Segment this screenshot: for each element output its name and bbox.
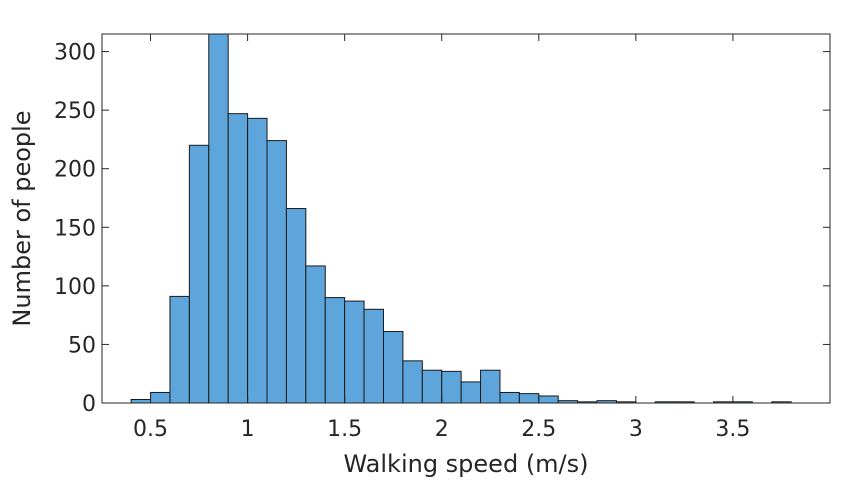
histogram-bar bbox=[460, 381, 482, 404]
y-tick-label: 200 bbox=[54, 158, 96, 183]
x-tick-label: 1 bbox=[241, 417, 255, 442]
histogram-bar bbox=[266, 140, 287, 404]
histogram-bar bbox=[305, 265, 326, 404]
histogram-bar bbox=[188, 144, 210, 404]
histogram-bar bbox=[421, 369, 443, 404]
y-tick-label: 50 bbox=[68, 333, 96, 358]
y-tick-label: 0 bbox=[82, 392, 96, 417]
histogram-bar bbox=[150, 391, 171, 404]
histogram-bar bbox=[538, 395, 559, 404]
histogram-bar bbox=[363, 308, 384, 404]
histogram-bars bbox=[130, 33, 792, 404]
x-axis-ticks: 0.5 1 1.5 2 2.5 3 3.5 bbox=[133, 34, 750, 442]
x-tick-label: 1.5 bbox=[327, 417, 362, 442]
x-tick-label: 3.5 bbox=[715, 417, 750, 442]
histogram-bar bbox=[130, 398, 152, 404]
y-tick-label: 250 bbox=[54, 99, 96, 124]
x-tick-label: 0.5 bbox=[133, 417, 168, 442]
x-axis-label: Walking speed (m/s) bbox=[343, 450, 588, 478]
histogram-bar bbox=[324, 297, 346, 404]
plot-area-frame bbox=[101, 33, 831, 404]
histogram-bar bbox=[480, 369, 501, 404]
x-tick-label: 3 bbox=[629, 417, 643, 442]
histogram-bar bbox=[518, 393, 540, 404]
y-axis-label: Number of people bbox=[8, 110, 36, 326]
histogram-bar bbox=[402, 360, 423, 404]
y-tick-label: 100 bbox=[54, 275, 96, 300]
histogram-bar bbox=[208, 33, 229, 404]
histogram-bar bbox=[285, 208, 307, 404]
histogram-bar bbox=[247, 117, 268, 404]
y-tick-label: 150 bbox=[54, 216, 96, 241]
y-axis-ticks: 0 50 100 150 200 250 300 bbox=[54, 41, 830, 417]
histogram-bar bbox=[169, 295, 190, 404]
histogram-bar bbox=[344, 300, 365, 404]
y-tick-label: 300 bbox=[54, 41, 96, 66]
histogram-bar bbox=[441, 370, 462, 404]
x-tick-label: 2.5 bbox=[521, 417, 556, 442]
histogram-bar bbox=[499, 391, 520, 404]
histogram-bar bbox=[227, 113, 249, 404]
histogram-bar bbox=[382, 331, 404, 404]
x-tick-label: 2 bbox=[435, 417, 449, 442]
